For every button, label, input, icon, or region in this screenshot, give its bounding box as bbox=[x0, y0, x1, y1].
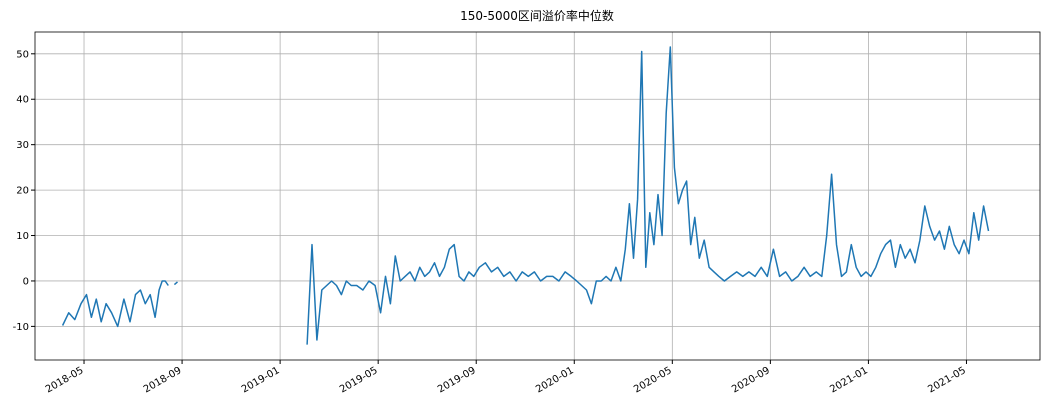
y-tick-label: 40 bbox=[16, 95, 29, 106]
x-tick-label: 2021-01 bbox=[828, 365, 870, 395]
y-tick-label: 0 bbox=[23, 276, 29, 287]
y-tick-label: -10 bbox=[13, 322, 29, 333]
x-tick-label: 2020-01 bbox=[534, 365, 576, 395]
y-tick-label: 20 bbox=[16, 186, 29, 197]
plot-frame bbox=[34, 31, 1041, 361]
chart-title: 150-5000区间溢价率中位数 bbox=[460, 8, 614, 23]
y-tick-label: 30 bbox=[16, 140, 29, 151]
y-tick-label: 50 bbox=[16, 49, 29, 60]
x-tick-label: 2019-05 bbox=[338, 365, 380, 395]
data-line bbox=[61, 46, 990, 345]
x-tick-label: 2020-05 bbox=[632, 365, 674, 395]
x-tick-label: 2018-09 bbox=[142, 365, 184, 395]
x-tick-label: 2018-05 bbox=[44, 365, 86, 395]
x-tick-label: 2020-09 bbox=[730, 365, 772, 395]
x-tick-label: 2021-05 bbox=[926, 365, 968, 395]
y-tick-label: 10 bbox=[16, 231, 29, 242]
x-tick-label: 2019-09 bbox=[436, 365, 478, 395]
x-tick-label: 2019-01 bbox=[240, 365, 282, 395]
